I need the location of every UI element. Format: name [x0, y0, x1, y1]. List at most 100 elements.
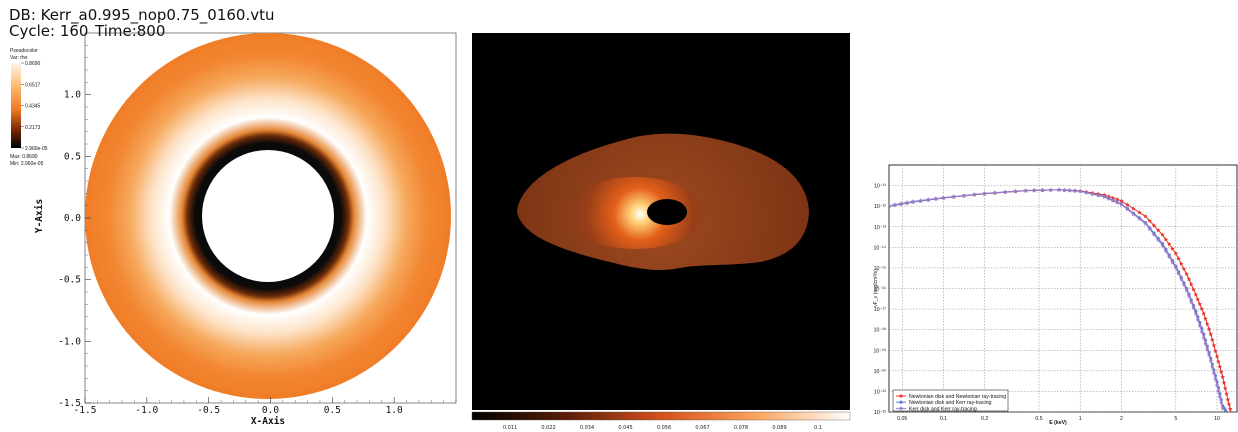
- series-marker: [1110, 198, 1116, 203]
- series-marker: [1089, 191, 1095, 197]
- series-marker: [1096, 193, 1101, 198]
- colorbar-tick-label: 0.011: [503, 425, 517, 431]
- legend-plot-type: Pseudocolor: [10, 48, 38, 54]
- series-marker: [1077, 189, 1083, 194]
- series-marker: [1163, 248, 1169, 254]
- series-marker: [1218, 369, 1224, 374]
- legend-tick-label: 0.2173: [25, 125, 41, 131]
- y-tick-label: -1.0: [58, 336, 81, 347]
- series-marker: [889, 203, 892, 208]
- series-marker: [1178, 261, 1184, 266]
- series-marker: [898, 393, 904, 398]
- legend-entry-label: Newtonian disk and Kerr ray-tracing: [909, 400, 992, 406]
- inner-hole: [202, 150, 334, 282]
- legend-entry-label: Kerr disk and Kerr ray-tracing: [909, 406, 977, 412]
- series-marker: [1222, 385, 1228, 391]
- series-marker: [933, 196, 939, 201]
- disk-hot-spot: [565, 177, 705, 249]
- series-marker: [1151, 232, 1157, 237]
- series-marker: [1220, 374, 1225, 379]
- series-marker: [1013, 188, 1018, 194]
- series-marker: [1067, 188, 1072, 193]
- series-marker: [1197, 323, 1203, 328]
- series-marker: [1184, 271, 1189, 277]
- spectrum-panel: 0.05 0.1 0.2 0.5 1 2 5 10 10⁻¹¹ 10⁻¹² 10⁻¹³ 10⁻¹⁴ 10…: [873, 164, 1238, 426]
- spectrum-y-tick-label: 10⁻²⁰: [874, 369, 886, 375]
- series-marker: [1208, 331, 1214, 337]
- series-marker: [1231, 411, 1232, 412]
- spectrum-series: [889, 187, 1233, 412]
- series-marker: [925, 197, 931, 202]
- spectrum-x-tick-label: 0.2: [981, 416, 988, 422]
- series-marker: [1160, 232, 1165, 237]
- series-marker: [1186, 276, 1192, 282]
- legend-tick-label: 2.960e-05: [25, 146, 48, 152]
- series-marker: [1218, 400, 1224, 405]
- series-marker: [1216, 359, 1221, 364]
- series-marker: [1062, 187, 1067, 193]
- y-axis-label: Y-Axis: [34, 199, 45, 233]
- legend-variable: Var: rho: [10, 55, 28, 61]
- y-tick-label: 0.0: [64, 213, 81, 224]
- series-marker: [1147, 226, 1153, 232]
- legend-tick-label: 0.8690: [25, 61, 41, 67]
- series-marker: [1210, 364, 1215, 370]
- series-marker: [1204, 347, 1210, 352]
- series-marker: [1221, 380, 1227, 385]
- legend-box: [892, 389, 1009, 412]
- series-marker: [1173, 265, 1179, 270]
- series-marker: [1193, 292, 1199, 297]
- series-marker: [1176, 271, 1181, 276]
- series-marker: [1199, 329, 1205, 334]
- x-tick-label: -1.0: [135, 405, 158, 416]
- series-marker: [1226, 401, 1232, 407]
- spectrum-y-tick-label: 10⁻¹⁴: [874, 245, 886, 251]
- x-tick-label: 1.0: [386, 405, 403, 416]
- series-marker: [1216, 388, 1221, 393]
- db-label: DB: Kerr_a0.995_nop0.75_0160.vtu: [9, 6, 275, 25]
- y-tick-label: -0.5: [58, 275, 81, 286]
- spectrum-y-tick-label: 10⁻¹²: [874, 204, 886, 210]
- series-marker: [1201, 311, 1207, 316]
- x-tick-label: 0.0: [262, 405, 279, 416]
- spectrum-y-tick-label: 10⁻²²: [874, 410, 886, 416]
- series-marker: [1131, 211, 1136, 217]
- series-marker: [1217, 364, 1223, 369]
- series-marker: [1184, 288, 1189, 293]
- colorbar-tick-label: 0.056: [657, 425, 671, 431]
- series-marker: [1072, 188, 1078, 193]
- spectrum-legend: Newtonian disk and Newtonian ray-tracing…: [892, 389, 1009, 412]
- series-marker: [1137, 210, 1142, 215]
- series-marker: [972, 192, 977, 197]
- time-label: Time:800: [94, 22, 165, 40]
- pseudocolor-legend: Pseudocolor Var: rho 0.8690 0.6517 0.4345 0…: [10, 48, 48, 167]
- legend-max: Max: 0.8690: [10, 154, 38, 160]
- series-marker: [1203, 316, 1208, 321]
- series-marker: [1213, 376, 1218, 382]
- series-marker: [1188, 299, 1194, 305]
- series-marker: [1119, 202, 1124, 207]
- series-marker: [1166, 254, 1172, 259]
- series-marker: [904, 200, 910, 205]
- legend-tick-label: 0.6517: [25, 82, 41, 88]
- series-marker: [1163, 237, 1169, 242]
- series-marker: [1224, 410, 1229, 412]
- y-tick-label: -1.5: [58, 398, 81, 409]
- series-marker: [1176, 256, 1181, 261]
- spectrum-y-tick-label: 10⁻¹⁸: [874, 328, 886, 334]
- series-marker: [1040, 187, 1045, 193]
- series-marker: [1214, 382, 1220, 388]
- series-marker: [1160, 243, 1165, 248]
- spectrum-y-tick-label: 10⁻¹³: [874, 225, 886, 231]
- spectrum-y-tick-label: 10⁻¹⁶: [874, 287, 886, 293]
- series-marker: [1143, 221, 1148, 226]
- series-marker: [892, 202, 898, 207]
- y-tick-label: 1.0: [64, 90, 81, 101]
- series-marker: [1002, 189, 1008, 194]
- legend-marker: [899, 400, 903, 404]
- series-marker: [1147, 218, 1153, 223]
- series-marker: [898, 201, 904, 206]
- series-marker: [961, 193, 967, 198]
- series-marker: [1214, 354, 1220, 359]
- series-marker: [1173, 251, 1179, 256]
